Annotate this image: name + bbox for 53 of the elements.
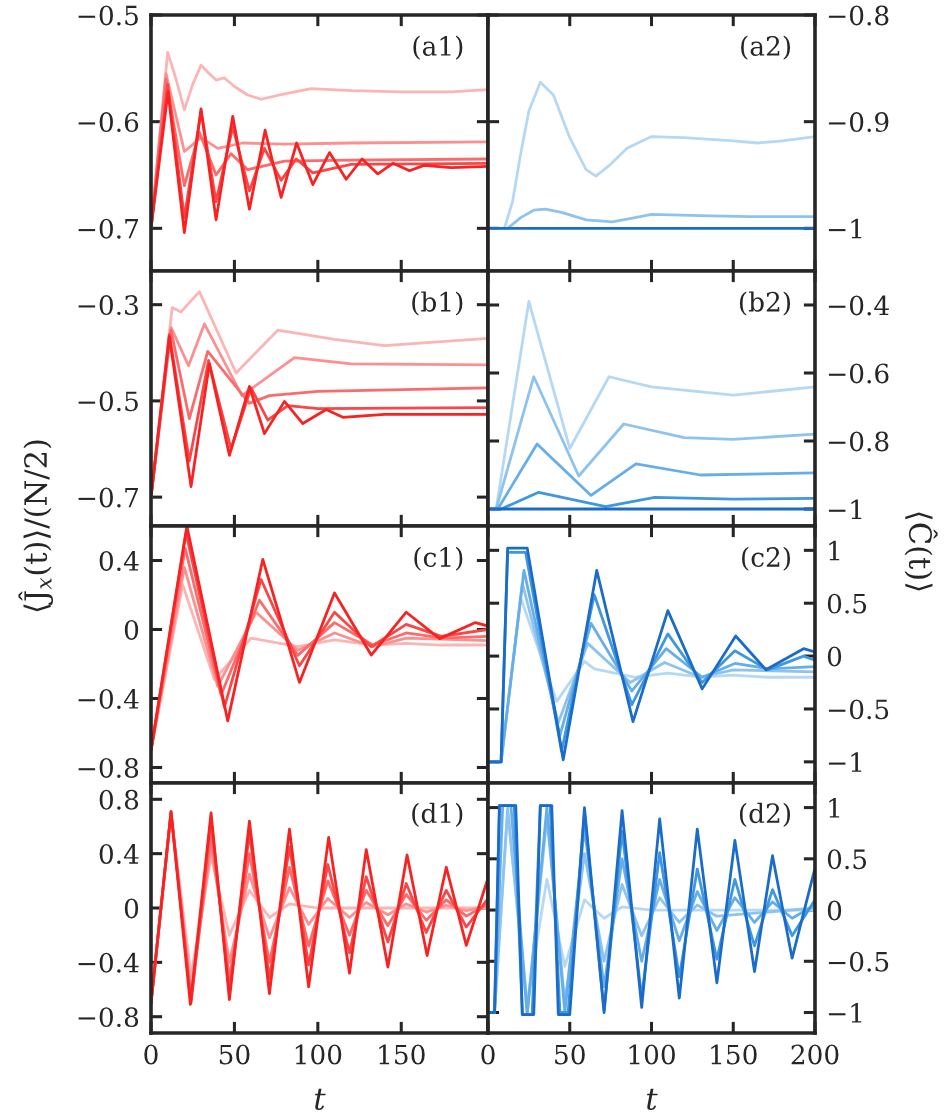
y-tick-label: −0.7 — [78, 487, 138, 508]
y-tick-label: 1 — [829, 540, 840, 561]
y-tick-label: −1 — [828, 499, 862, 520]
x-axis-title: t — [315, 1088, 326, 1110]
annotation: (d2) — [739, 802, 791, 827]
y-axis-title: ⟨Ĉ(t)⟩ — [904, 512, 938, 591]
y-tick-label: −1 — [828, 218, 862, 239]
y-tick-label: −0.5 — [828, 699, 889, 720]
annotation: (d1) — [412, 802, 463, 827]
y-tick-label: −0.4 — [78, 688, 139, 709]
annotation: (a2) — [741, 35, 791, 60]
x-axis-title: t — [647, 1088, 658, 1110]
x-tick-label: 100 — [295, 1044, 342, 1065]
x-tick-label: 150 — [379, 1044, 425, 1065]
y-tick-label: 0 — [124, 619, 139, 640]
y-tick-label: −0.5 — [78, 5, 138, 26]
y-tick-label: −0.3 — [78, 295, 138, 316]
annotation: (a1) — [413, 35, 463, 60]
y-tick-label: 0.5 — [827, 849, 867, 870]
y-tick-label: 0 — [827, 646, 842, 667]
y-tick-label: −0.5 — [78, 391, 138, 412]
y-tick-label: 0 — [827, 900, 842, 921]
annotation: (c1) — [414, 546, 463, 571]
y-tick-label: −0.8 — [78, 1007, 139, 1028]
y-tick-label: 0.5 — [827, 593, 867, 614]
y-tick-label: −0.4 — [78, 952, 139, 973]
y-tick-label: 0 — [124, 898, 139, 919]
y-tick-label: −0.4 — [828, 295, 889, 316]
y-tick-label: −0.8 — [828, 431, 889, 452]
y-tick-label: −0.7 — [78, 218, 138, 239]
annotation: (b1) — [412, 291, 463, 316]
y-tick-label: 0.8 — [99, 789, 139, 810]
y-tick-label: −0.9 — [828, 112, 889, 133]
y-axis-title: ⟨Ĵ$_{x}$(t)⟩/(N/2) — [18, 440, 54, 612]
y-tick-label: −0.6 — [78, 112, 139, 133]
y-tick-label: 0.4 — [99, 550, 139, 571]
y-tick-label: −0.8 — [78, 757, 139, 778]
x-tick-label: 200 — [791, 1044, 839, 1065]
annotation: (b2) — [739, 291, 791, 316]
y-tick-label: 0.4 — [99, 844, 139, 865]
y-tick-label: −0.5 — [828, 951, 889, 972]
y-tick-label: −0.6 — [828, 363, 889, 384]
y-tick-label: 1 — [829, 798, 840, 818]
y-tick-label: −1 — [828, 752, 862, 772]
y-tick-label: −0.8 — [828, 5, 889, 26]
annotation: (c2) — [742, 546, 791, 571]
x-tick-label: 100 — [629, 1044, 675, 1065]
x-tick-label: 50 — [555, 1044, 585, 1065]
x-tick-label: 50 — [219, 1044, 250, 1065]
y-tick-label: −1 — [828, 1002, 862, 1023]
x-tick-label: 0 — [481, 1044, 495, 1065]
x-tick-label: 0 — [144, 1044, 158, 1065]
x-tick-label: 150 — [711, 1044, 757, 1065]
